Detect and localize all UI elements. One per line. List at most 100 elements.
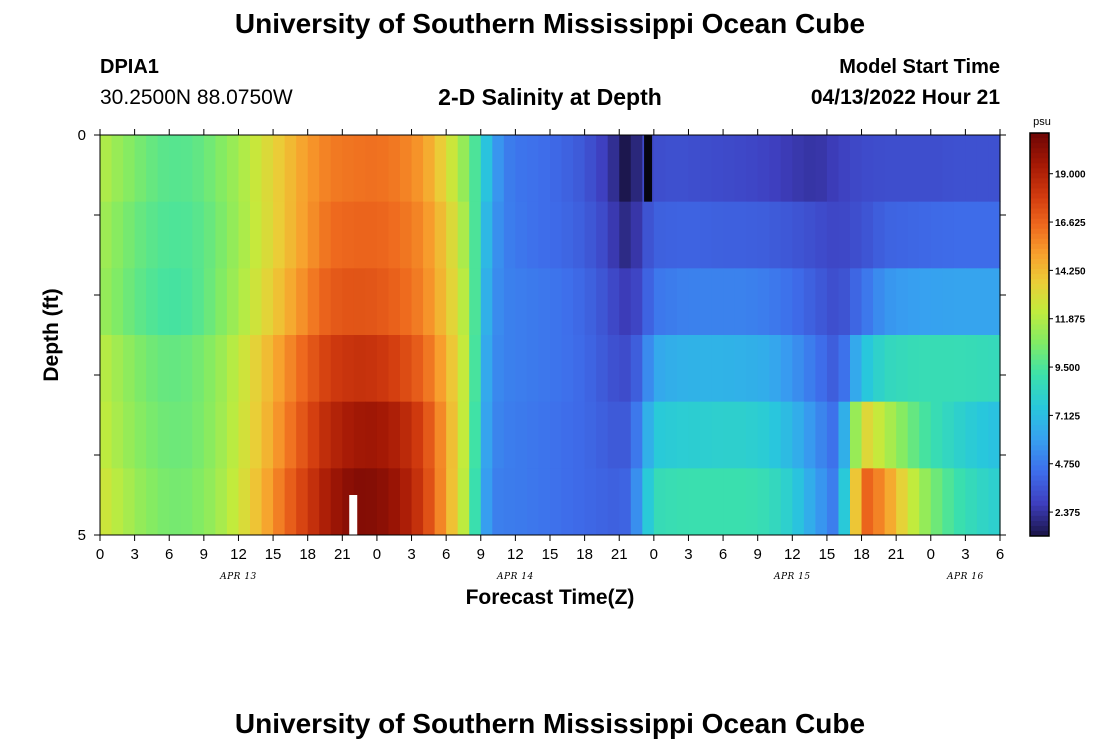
heatmap-cell [884, 268, 897, 336]
x-tick-label: 3 [130, 546, 138, 563]
heatmap-cell [607, 468, 620, 536]
colorbar-segment [1030, 253, 1049, 260]
heatmap-cell [930, 401, 943, 469]
heatmap-cell [676, 335, 690, 403]
heatmap-cell [930, 335, 943, 403]
colorbar-segment [1030, 319, 1049, 325]
heatmap-cell [896, 468, 909, 536]
heatmap-cell [123, 335, 136, 403]
heatmap-cell [619, 468, 632, 536]
heatmap-cell [376, 468, 390, 536]
heatmap-cell [503, 335, 516, 403]
heatmap-cell [550, 201, 563, 269]
heatmap-cell [711, 135, 724, 203]
heatmap-cell [988, 268, 1001, 336]
heatmap-cell [942, 268, 955, 336]
colorbar-segment [1030, 228, 1049, 235]
heatmap-cell [561, 268, 574, 336]
colorbar-tick-label: 4.750 [1055, 460, 1080, 471]
heatmap-cell [907, 268, 920, 336]
heatmap-cell [538, 401, 551, 469]
x-tick-label: 18 [299, 546, 316, 563]
colorbar-segment [1030, 515, 1049, 522]
heatmap-cell [423, 135, 436, 203]
colorbar-segment [1030, 465, 1049, 472]
heatmap-cell [411, 401, 424, 469]
heatmap-cell [642, 201, 655, 269]
heatmap-cell [203, 135, 216, 203]
x-tick-label: 0 [373, 546, 381, 563]
heatmap-cell [123, 268, 136, 336]
heatmap-cell [146, 468, 159, 536]
colorbar-segment [1030, 213, 1049, 220]
heatmap-cell [850, 335, 863, 403]
heatmap-cell [226, 135, 240, 203]
heatmap-cell [480, 468, 493, 536]
heatmap-cell [330, 135, 343, 203]
heatmap-cell [480, 335, 493, 403]
heatmap-cell [896, 135, 909, 203]
heatmap-cell [746, 135, 759, 203]
heatmap-cell [723, 468, 736, 536]
heatmap-cell [550, 135, 563, 203]
heatmap-cell [884, 468, 897, 536]
heatmap-cell [919, 401, 932, 469]
heatmap-cell [988, 135, 1001, 203]
colorbar-segment [1030, 389, 1049, 396]
heatmap-cell [965, 135, 978, 203]
heatmap-cell [596, 335, 609, 403]
heatmap-cell [988, 401, 1001, 469]
heatmap-cell [492, 468, 505, 536]
colorbar-segment [1030, 138, 1049, 144]
y-axis-title: Depth (ft) [40, 288, 63, 381]
heatmap-cell [250, 401, 263, 469]
colorbar-segment [1030, 274, 1049, 280]
heatmap-cell [792, 135, 805, 203]
colorbar-segment [1030, 173, 1049, 179]
heatmap-cell [792, 335, 805, 403]
heatmap-cell [515, 468, 528, 536]
heatmap-cell [803, 401, 816, 469]
heatmap-cell [757, 268, 770, 336]
heatmap-cell [526, 268, 540, 336]
heatmap-cell [423, 468, 436, 536]
heatmap-cell [815, 135, 828, 203]
heatmap-cell [526, 135, 540, 203]
heatmap-cell [896, 201, 909, 269]
x-tick-label: 12 [507, 546, 524, 563]
heatmap-cell [757, 401, 770, 469]
heatmap-cell [134, 201, 147, 269]
heatmap-cell [411, 268, 424, 336]
colorbar-segment [1030, 334, 1049, 341]
heatmap-cell [815, 268, 828, 336]
colorbar-segment [1030, 284, 1049, 290]
colorbar-segment [1030, 435, 1049, 441]
heatmap-cell [203, 335, 216, 403]
heatmap-cell [953, 401, 966, 469]
heatmap-cell [930, 268, 943, 336]
colorbar-segment [1030, 359, 1049, 366]
heatmap-cell [815, 401, 828, 469]
heatmap-cell [780, 401, 793, 469]
heatmap-cell [111, 401, 124, 469]
colorbar-segment [1030, 485, 1049, 492]
colorbar-segment [1030, 500, 1049, 507]
heatmap-cell [850, 468, 863, 536]
heatmap-cell [342, 335, 355, 403]
colorbar-segment [1030, 218, 1049, 225]
x-axis: 0 3 6 9 12 15 18 21 0 3 6 9 12 15 18 21 0 3 6 9 12 15 18 21 0 3 6 A… [96, 129, 1004, 582]
heatmap-cell [769, 135, 782, 203]
heatmap-cell [100, 335, 113, 403]
heatmap-cell [734, 468, 747, 536]
heatmap-cell [607, 135, 620, 203]
heatmap-cell [284, 401, 297, 469]
heatmap-cell [203, 468, 216, 536]
heatmap-cell [642, 401, 655, 469]
heatmap-cell [215, 335, 228, 403]
heatmap-cell [157, 335, 170, 403]
heatmap-cell [503, 135, 516, 203]
chart-title: 2-D Salinity at Depth [438, 84, 662, 110]
heatmap-cell [850, 201, 863, 269]
heatmap-cell [596, 468, 609, 536]
heatmap-cell [434, 135, 447, 203]
